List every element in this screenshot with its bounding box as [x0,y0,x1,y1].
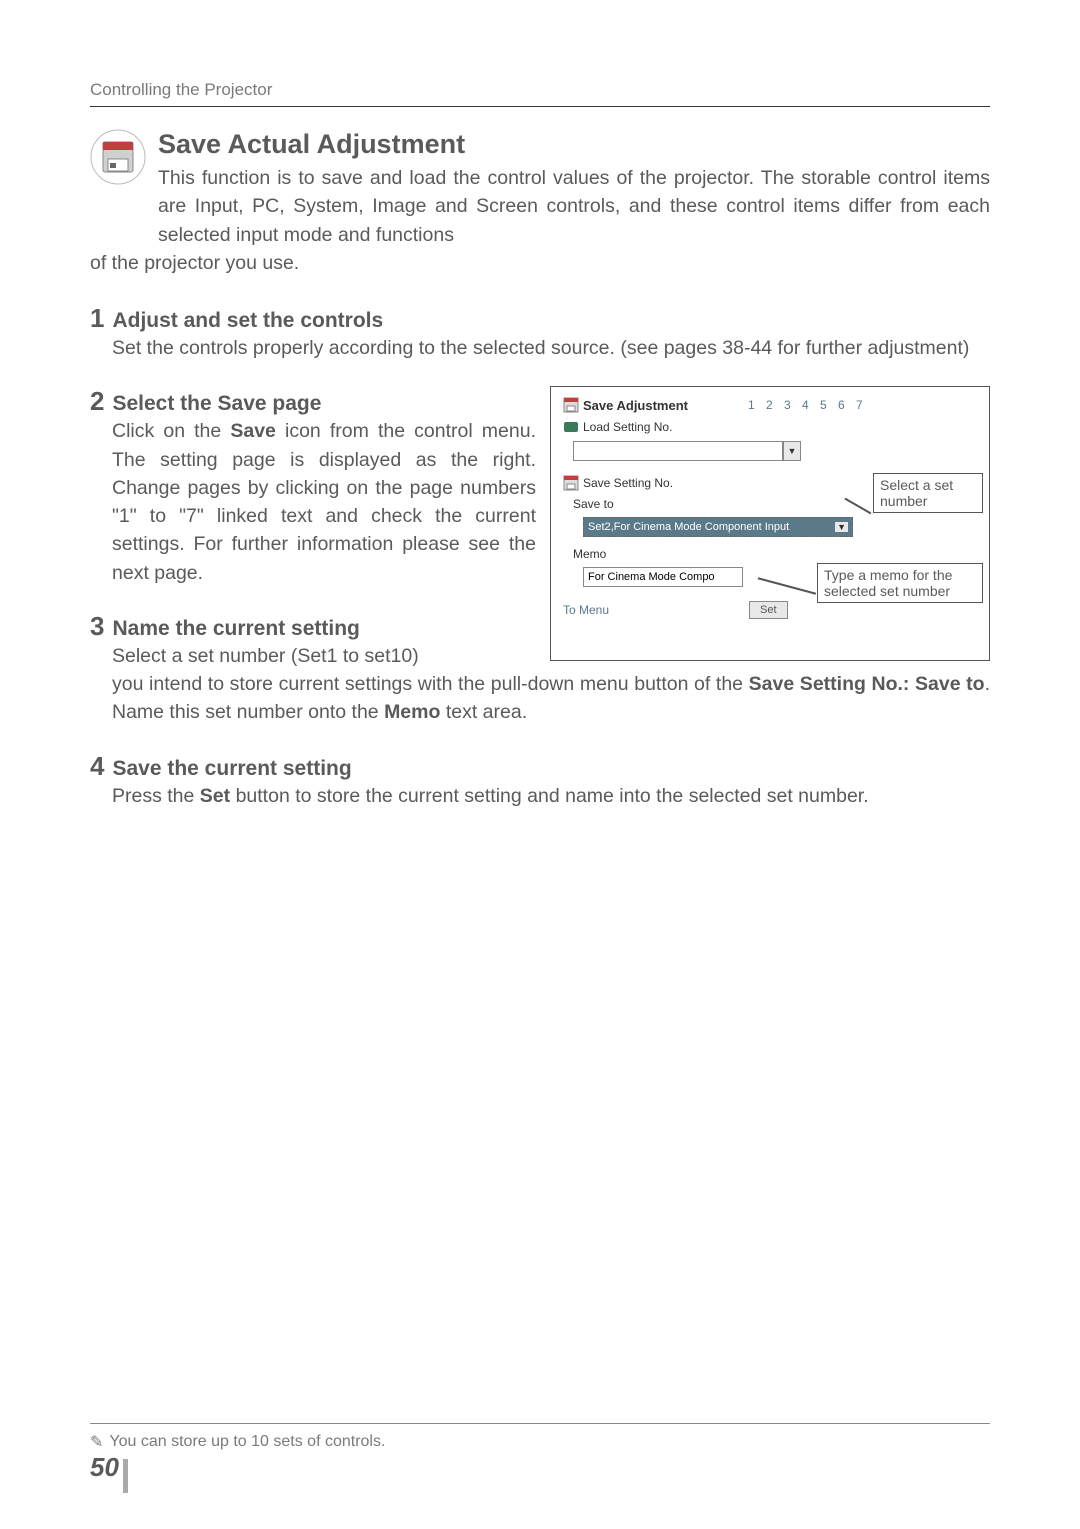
step-1-num: 1 [90,303,104,334]
save-bold: Save [230,420,276,442]
page-number: 50 [90,1452,990,1489]
ss-memo-label: Memo [573,547,606,561]
step-2-num: 2 [90,386,104,417]
load-icon [563,419,579,435]
ss-save-label: Save Setting No. [583,476,673,490]
ss-memo-input[interactable] [583,567,743,587]
ss-page-links[interactable]: 1 2 3 4 5 6 7 [748,398,867,412]
ss-save-to: Save to [573,497,614,511]
save-disk-icon [90,129,146,185]
ss-load-label: Load Setting No. [583,420,672,434]
step-3-title: Name the current setting [112,617,359,641]
step-1-title: Adjust and set the controls [112,309,383,333]
header-breadcrumb: Controlling the Projector [90,80,990,107]
chevron-down-icon: ▼ [835,522,848,532]
step-2-body: Click on the Save icon from the control … [112,417,536,587]
step-2: 2 Select the Save page Click on the Save… [90,386,536,587]
step-1-body: Set the controls properly according to t… [112,334,990,362]
ss-load-dropdown[interactable]: ▼ [783,441,801,461]
section-title: Save Actual Adjustment [158,129,990,160]
title-row: Save Actual Adjustment This function is … [90,129,990,249]
step-1: 1 Adjust and set the controls Set the co… [90,303,990,362]
ss-load-input[interactable] [573,441,783,461]
step-2-title: Select the Save page [112,392,321,416]
intro-paragraph-inline: This function is to save and load the co… [158,164,990,249]
save-adjustment-screenshot: Save Adjustment 1 2 3 4 5 6 7 Load Setti… [550,386,990,661]
save-icon-small-2 [563,475,579,491]
ss-to-menu-link[interactable]: To Menu [563,603,609,617]
page-footer: ✎ You can store up to 10 sets of control… [90,1423,990,1489]
step-4-num: 4 [90,751,104,782]
intro-paragraph-tail: of the projector you use. [90,249,990,277]
step-4-body: Press the Set button to store the curren… [112,782,990,810]
ss-save-select[interactable]: Set2,For Cinema Mode Component Input ▼ [583,517,853,537]
step-3-body-a: Select a set number (Set1 to set10) [112,642,536,670]
ss-title: Save Adjustment [583,398,688,413]
step-3-body-b: you intend to store current settings wit… [112,670,990,727]
step-3-head: 3 Name the current setting Select a set … [90,611,536,670]
callout-memo: Type a memo for the selected set number [817,563,983,603]
step-3-num: 3 [90,611,104,642]
step-4: 4 Save the current setting Press the Set… [90,751,990,810]
ss-set-button[interactable]: Set [749,601,788,619]
ss-select-value: Set2,For Cinema Mode Component Input [588,521,789,533]
pencil-icon: ✎ [90,1432,103,1452]
save-icon-small [563,397,579,413]
callout-select-set: Select a set number [873,473,983,513]
step-4-title: Save the current setting [112,757,351,781]
footnote: ✎ You can store up to 10 sets of control… [90,1432,990,1452]
